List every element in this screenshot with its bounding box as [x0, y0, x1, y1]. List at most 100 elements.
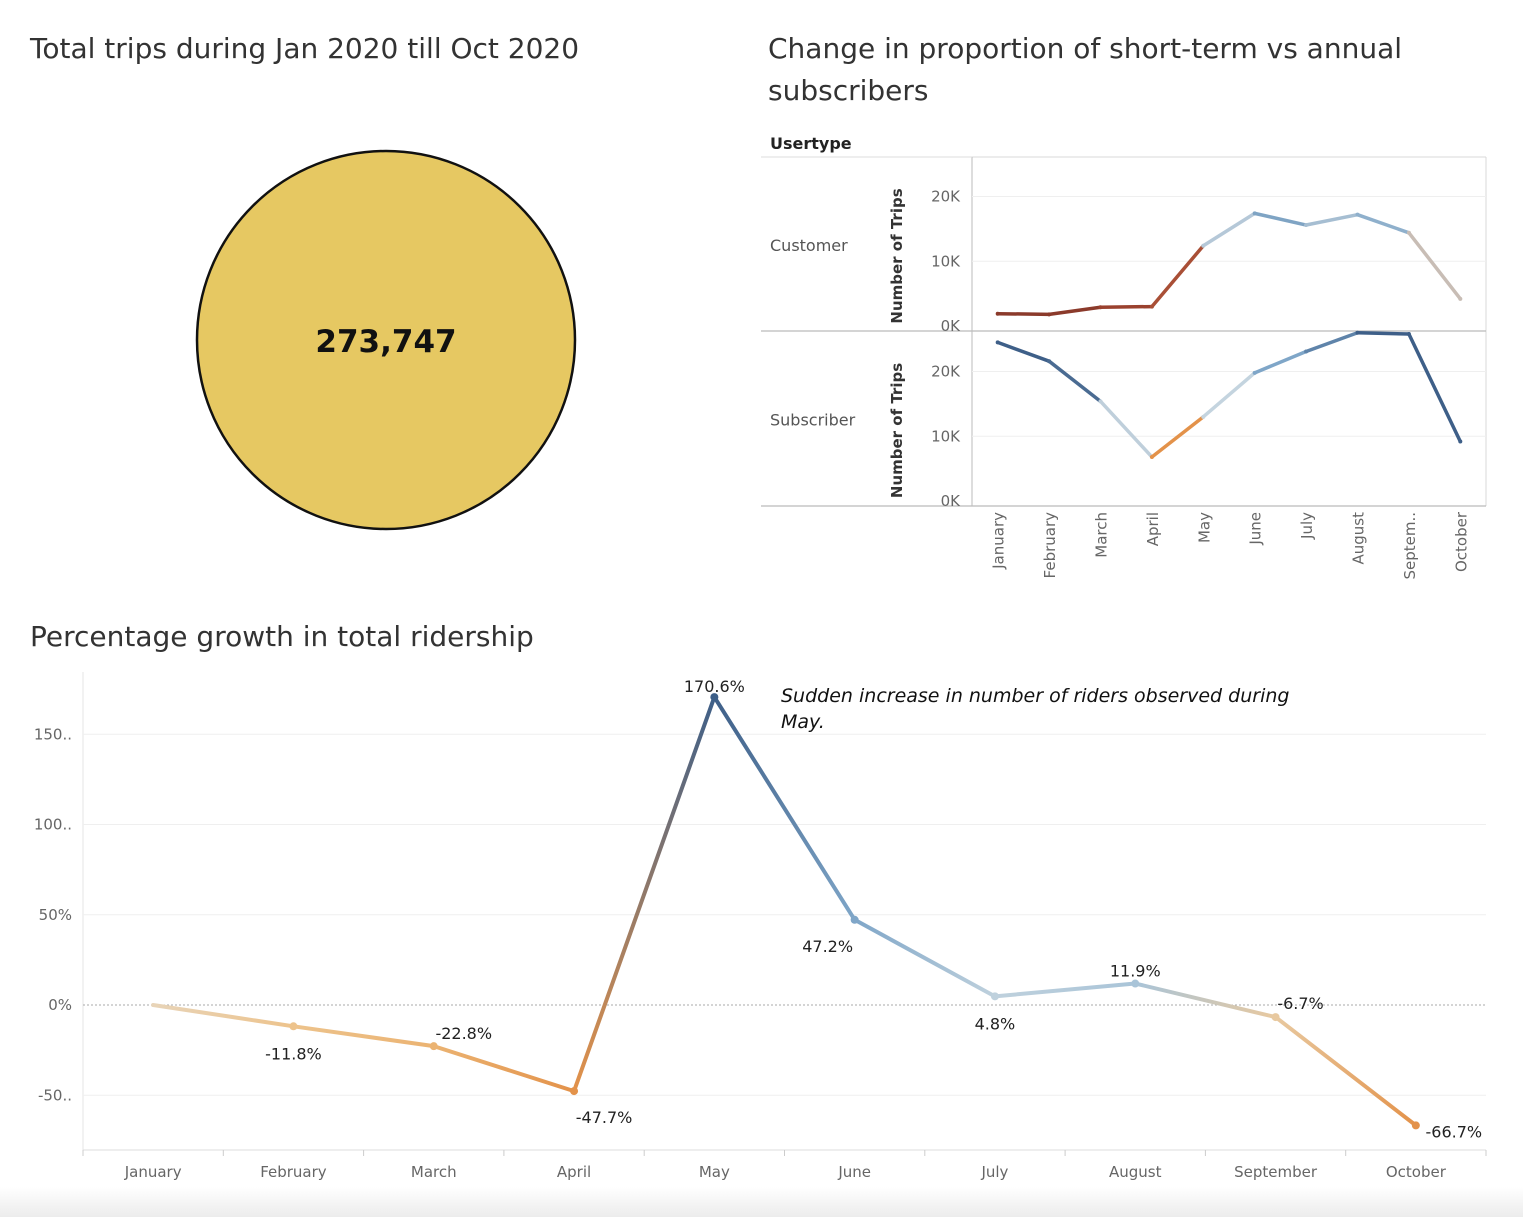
usertype-chart-frame	[761, 156, 1487, 507]
line-segment	[1273, 1015, 1418, 1128]
x-axis-labels: January February March April May June July Augu…	[990, 511, 1471, 579]
data-point[interactable]	[1098, 305, 1103, 310]
growth-chart-title: Percentage growth in total ridership	[30, 620, 534, 653]
data-label: 11.9%	[1110, 962, 1161, 981]
data-point[interactable]	[1458, 439, 1463, 444]
data-point[interactable]	[570, 1087, 579, 1096]
data-point[interactable]	[1047, 312, 1052, 317]
x-tick-label: August	[1350, 512, 1368, 565]
line-segment	[431, 1044, 577, 1094]
line-segment-customer	[1150, 243, 1206, 309]
x-tick-label: October	[1452, 511, 1470, 572]
data-point[interactable]	[1252, 211, 1257, 216]
x-tick-label: June	[837, 1163, 871, 1181]
data-point[interactable]	[1131, 979, 1140, 988]
x-tick-label: August	[1109, 1163, 1162, 1181]
ytick-label: 50%	[39, 906, 72, 924]
data-point[interactable]	[1458, 296, 1463, 301]
data-point[interactable]	[1149, 454, 1154, 459]
data-label: -6.7%	[1277, 994, 1323, 1013]
line-segment	[291, 1024, 436, 1049]
line-segment	[992, 981, 1138, 999]
x-tick-label: Septem..	[1401, 512, 1419, 580]
data-label: 4.8%	[975, 1014, 1016, 1033]
data-point[interactable]	[1271, 1013, 1280, 1022]
line-segment-subscriber	[1150, 415, 1206, 459]
x-tick-label: January	[990, 512, 1008, 570]
data-label: -66.7%	[1426, 1122, 1483, 1141]
ytick-label: 150..	[34, 725, 72, 743]
series-customer: 0K 10K 20K Customer Number of Trips	[770, 188, 1486, 335]
line-segment-customer	[995, 311, 1051, 317]
ytick-label: 100..	[34, 816, 72, 834]
change-chart-title: Change in proportion of short-term vs an…	[768, 32, 1403, 107]
kpi-title: Total trips during Jan 2020 till Oct 202…	[30, 32, 580, 65]
ytick-label: 10K	[931, 427, 961, 445]
data-point[interactable]	[1149, 304, 1154, 309]
line-segment	[1133, 981, 1278, 1020]
x-tick-label: October	[1386, 1163, 1447, 1181]
kpi-circle[interactable]	[195, 149, 577, 531]
data-point[interactable]	[1098, 399, 1103, 404]
line-segment-customer	[1407, 231, 1463, 301]
data-label: -22.8%	[435, 1024, 492, 1043]
series-subscriber: 0K 10K 20K Subscriber Number of Trips	[770, 330, 1486, 510]
line-segment-subscriber	[995, 340, 1051, 363]
data-point[interactable]	[429, 1042, 438, 1051]
x-tick-label: March	[411, 1163, 457, 1181]
line-segment	[572, 695, 717, 1094]
data-point[interactable]	[995, 340, 1000, 345]
line-segment	[151, 1003, 296, 1029]
x-tick-label: February	[1041, 512, 1059, 579]
data-label: -11.8%	[265, 1044, 322, 1063]
data-point[interactable]	[1047, 359, 1052, 364]
y-axis-title: Number of Trips	[888, 188, 906, 323]
x-tick-label: January	[124, 1163, 182, 1181]
line-segment	[852, 917, 997, 999]
data-point[interactable]	[990, 992, 999, 1001]
data-point[interactable]	[710, 693, 719, 702]
data-point[interactable]	[1201, 243, 1206, 248]
line-segment-subscriber	[1252, 349, 1308, 375]
row-label-customer: Customer	[770, 236, 848, 255]
x-tick-label: April	[1144, 512, 1162, 546]
may-annotation: Sudden increase in number of riders obse…	[781, 685, 1290, 733]
line-segment-customer	[1201, 211, 1257, 248]
ytick-label: 10K	[931, 252, 961, 270]
data-point[interactable]	[1355, 330, 1360, 335]
bottom-shade	[0, 1187, 1523, 1217]
line-segment-customer	[1098, 304, 1154, 309]
x-tick-label: May	[699, 1163, 730, 1181]
ytick-label: 20K	[931, 363, 961, 381]
y-axis-title: Number of Trips	[888, 363, 906, 498]
line-segment-subscriber	[1098, 399, 1154, 459]
data-point[interactable]	[289, 1022, 298, 1031]
data-point[interactable]	[1355, 212, 1360, 217]
data-point[interactable]	[850, 915, 859, 924]
data-point[interactable]	[1406, 332, 1411, 337]
row-label-subscriber: Subscriber	[770, 411, 856, 430]
data-point[interactable]	[1304, 223, 1309, 228]
ytick-label: 20K	[931, 188, 961, 206]
data-point[interactable]	[995, 311, 1000, 316]
growth-series	[151, 693, 1420, 1130]
x-tick-label: March	[1093, 512, 1111, 558]
x-tick-label: July	[980, 1163, 1008, 1181]
line-segment-customer	[1047, 305, 1103, 317]
line-segment-customer	[1304, 212, 1360, 227]
data-point[interactable]	[1304, 349, 1309, 354]
line-segment-subscriber	[1047, 359, 1103, 404]
data-point[interactable]	[1411, 1121, 1420, 1130]
ytick-label: 0K	[941, 317, 962, 335]
data-label: 170.6%	[684, 677, 745, 696]
x-tick-label: February	[260, 1163, 327, 1181]
data-point[interactable]	[1252, 370, 1257, 375]
data-point[interactable]	[1406, 230, 1411, 235]
data-label: 47.2%	[802, 937, 853, 956]
x-tick-label: July	[1298, 512, 1316, 540]
ytick-label: 0K	[941, 492, 962, 510]
data-point[interactable]	[1201, 414, 1206, 419]
